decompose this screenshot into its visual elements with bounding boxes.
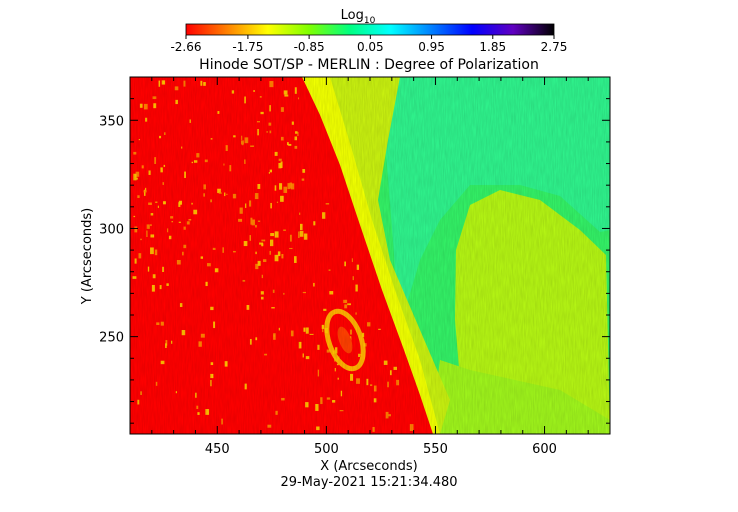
colorbar-label-main: Log [341, 8, 364, 23]
x-axis: 450 500 550 600 [151, 77, 611, 457]
plot-area [130, 77, 610, 434]
colorbar-tick-label: 0.05 [357, 40, 384, 54]
x-tick-label: 550 [423, 442, 448, 457]
colorbar-tick-label: 0.95 [418, 40, 445, 54]
y-tick-label: 300 [99, 222, 124, 237]
colorbar-tick-label: -2.66 [170, 40, 201, 54]
x-tick-label: 600 [532, 442, 557, 457]
scan-noise [130, 77, 610, 434]
colorbar-tick-label: -0.85 [294, 40, 325, 54]
chart-title: Hinode SOT/SP - MERLIN : Degree of Polar… [199, 57, 539, 73]
x-axis-label: X (Arcseconds) [320, 459, 417, 474]
x-tick-label: 450 [205, 442, 230, 457]
colorbar: Log10 -2.66 -1.75 -0.85 0.05 0.95 1.85 2.75 [170, 8, 567, 54]
y-tick-label: 350 [99, 114, 124, 129]
colorbar-tick-label: -1.75 [232, 40, 263, 54]
y-tick-label: 250 [99, 331, 124, 346]
y-axis: 250 300 350 [99, 76, 610, 424]
colorbar-ticks: -2.66 -1.75 -0.85 0.05 0.95 1.85 2.75 [170, 35, 567, 54]
x-tick-label: 500 [314, 442, 339, 457]
colorbar-label-subscript: 10 [364, 16, 376, 26]
colorbar-label: Log10 [341, 8, 376, 26]
colorbar-gradient [185, 23, 555, 36]
colorbar-tick-label: 2.75 [541, 40, 568, 54]
timestamp: 29-May-2021 15:21:34.480 [280, 475, 457, 490]
y-axis-label: Y (Arcseconds) [80, 208, 95, 305]
colorbar-tick-label: 1.85 [479, 40, 506, 54]
